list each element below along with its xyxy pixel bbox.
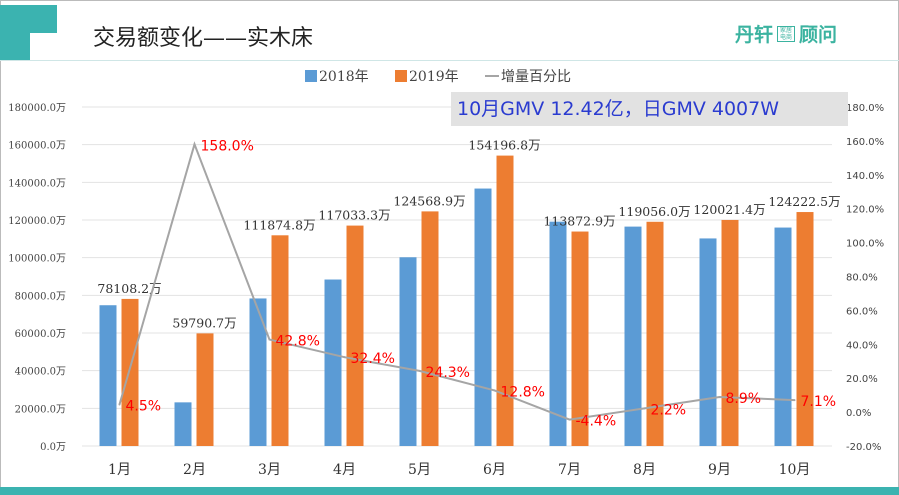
data-label-2019: 78108.2万 — [97, 281, 161, 296]
legend-label: 2019年 — [409, 69, 459, 85]
line-point — [718, 396, 721, 399]
bar-2018 — [699, 238, 717, 446]
data-label-2019: 119056.0万 — [618, 204, 690, 219]
data-label-2019: 124568.9万 — [393, 193, 465, 208]
y2-tick-label: 140.0% — [846, 171, 884, 182]
pct-label: 42.8% — [276, 334, 320, 350]
decor-square — [30, 5, 57, 33]
data-label-2019: 117033.3万 — [318, 208, 390, 223]
line-point — [568, 418, 571, 421]
legend-swatch-2019 — [395, 70, 407, 82]
line-point — [268, 338, 271, 341]
y2-tick-label: 180.0% — [846, 103, 884, 114]
x-tick-label: 2月 — [183, 462, 206, 478]
y2-tick-label: 0.0% — [846, 408, 871, 419]
y-tick-label: 160000.0万 — [8, 141, 66, 152]
divider — [0, 60, 899, 61]
bar-2019 — [196, 333, 214, 446]
logo-text: 丹轩 — [735, 24, 774, 46]
legend-label: 2018年 — [319, 69, 369, 85]
bar-2019 — [496, 155, 514, 447]
y-tick-label: 40000.0万 — [15, 367, 66, 378]
data-label-2019: 113872.9万 — [543, 214, 615, 229]
bar-2019 — [121, 298, 139, 446]
y-tick-label: 0.0万 — [40, 442, 66, 453]
pct-label: 32.4% — [351, 351, 395, 367]
bar-2019 — [571, 231, 589, 446]
pct-label: 2.2% — [651, 402, 687, 418]
x-tick-label: 3月 — [258, 462, 281, 478]
line-point — [343, 356, 346, 359]
data-label-2019: 120021.4万 — [693, 202, 765, 217]
line-point — [493, 389, 496, 392]
data-label-2019: 111874.8万 — [243, 217, 315, 232]
x-tick-label: 7月 — [558, 462, 581, 478]
x-tick-label: 1月 — [108, 462, 131, 478]
line-point — [643, 407, 646, 410]
line-point — [793, 399, 796, 402]
bar-2018 — [174, 402, 192, 446]
bar-2018 — [624, 226, 642, 446]
y2-tick-label: 120.0% — [846, 205, 884, 216]
pct-label: -4.4% — [576, 414, 617, 430]
bar-2018 — [324, 279, 342, 446]
pct-label: 4.5% — [126, 398, 162, 414]
logo-text: 顾问 — [799, 24, 838, 46]
bar-2019 — [346, 225, 364, 446]
line-point — [193, 143, 196, 146]
y-tick-label: 60000.0万 — [15, 329, 66, 340]
y2-tick-label: 80.0% — [846, 273, 878, 284]
y2-tick-label: 20.0% — [846, 374, 878, 385]
y-tick-label: 100000.0万 — [8, 254, 66, 265]
pct-label: 8.9% — [726, 391, 762, 407]
pct-label: 158.0% — [201, 138, 254, 154]
line-point — [418, 369, 421, 372]
line-growth — [118, 141, 795, 421]
y2-tick-label: 60.0% — [846, 306, 878, 317]
legend-swatch-2018 — [305, 70, 317, 82]
pct-label: 7.1% — [801, 394, 837, 410]
bar-2018 — [249, 298, 267, 446]
y2-tick-label: -20.0% — [846, 442, 881, 453]
y-tick-label: 180000.0万 — [8, 103, 66, 114]
y-tick-label: 80000.0万 — [15, 291, 66, 302]
page-title: 交易额变化——实木床 — [93, 26, 314, 51]
gmv-note: 10月GMV 12.42亿，日GMV 4007W — [451, 92, 848, 126]
bar-2018 — [549, 221, 567, 446]
y2-tick-label: 100.0% — [846, 239, 884, 250]
x-tick-label: 9月 — [708, 462, 731, 478]
x-tick-label: 8月 — [633, 462, 656, 478]
x-tick-label: 10月 — [779, 462, 811, 478]
legend-label: 增量百分比 — [501, 69, 571, 85]
data-label-2019: 59790.7万 — [172, 315, 236, 330]
bottom-bar — [0, 487, 899, 495]
logo-box: 家居电商 — [777, 25, 796, 42]
y-tick-label: 120000.0万 — [8, 216, 66, 227]
bar-2018 — [99, 305, 117, 446]
y2-tick-label: 160.0% — [846, 137, 884, 148]
pct-label: 24.3% — [426, 365, 470, 381]
y2-tick-label: 40.0% — [846, 340, 878, 351]
x-tick-label: 5月 — [408, 462, 431, 478]
data-label-2019: 124222.5万 — [768, 194, 840, 209]
bar-2019 — [271, 235, 289, 446]
bar-2019 — [796, 212, 814, 446]
line-point — [118, 403, 121, 406]
bar-2019 — [421, 211, 439, 446]
bar-2019 — [646, 221, 664, 446]
data-label-2019: 154196.8万 — [468, 138, 540, 153]
logo: 丹轩 家居电商 顾问 — [735, 20, 837, 47]
bar-2018 — [474, 188, 492, 446]
x-tick-label: 4月 — [333, 462, 356, 478]
bar-2019 — [721, 219, 739, 446]
bar-2018 — [774, 227, 792, 446]
y-tick-label: 140000.0万 — [8, 178, 66, 189]
x-tick-label: 6月 — [483, 462, 506, 478]
y-tick-label: 20000.0万 — [15, 404, 66, 415]
pct-label: 12.8% — [501, 384, 545, 400]
bar-2018 — [399, 257, 417, 446]
decor-square — [0, 5, 30, 60]
